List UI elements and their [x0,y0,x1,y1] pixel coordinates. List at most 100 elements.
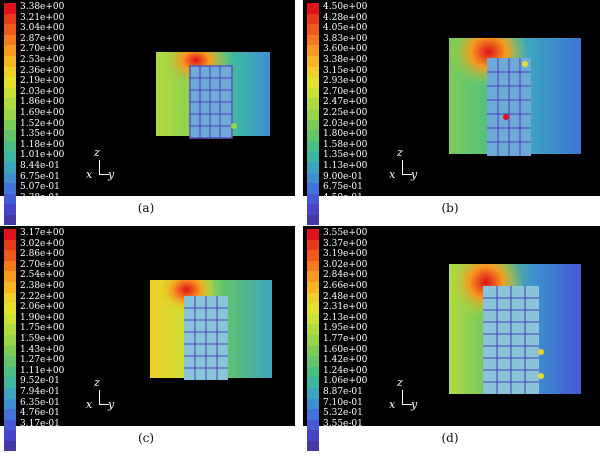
legend-swatch [307,66,319,78]
axis-triad: z x y [389,376,418,411]
legend-swatch [4,334,16,346]
legend-swatch [307,409,319,420]
legend-swatch [307,250,319,261]
legend-label: 1.90e+00 [20,312,65,323]
legend-swatch [4,183,16,194]
caption-d: (d) [441,431,459,445]
legend-label: 1.77e+00 [323,333,368,344]
legend-label: 9.52e-01 [20,376,60,387]
legend-label: 1.27e+00 [20,355,65,366]
legend-swatch [307,98,319,109]
legend-label: 4.50e+00 [323,2,368,12]
legend-swatch [307,281,319,293]
legend-label: 1.06e+00 [323,376,368,387]
legend-label: 4.05e+00 [323,23,368,34]
legend-label: 0.00e+00 [20,439,65,450]
legend-label: 1.52e+00 [20,118,65,129]
contour-plot [449,264,581,394]
legend-swatch [307,239,319,251]
legend-swatch [307,161,319,173]
legend-swatch [4,24,16,35]
legend-swatch [307,292,319,304]
legend-swatch [307,108,319,120]
legend-swatch [4,55,16,67]
legend-label: 5.32e-01 [323,408,363,419]
legend-label: 1.11e+00 [20,365,65,376]
legend-label: 2.70e+00 [20,44,65,55]
legend-label: 4.76e-01 [20,408,60,419]
legend-swatch [4,387,16,399]
panel-a: 3.38e+00 3.21e+00 3.04e+00 2.87e+00 2.70e+00… [0,0,295,226]
legend-swatch [4,45,16,56]
legend-label: 2.86e+00 [20,249,65,260]
legend-swatch [4,193,16,205]
legend-swatch [4,229,16,240]
legend-label: 2.47e+00 [323,97,368,108]
legend-label: 1.95e+00 [323,323,368,334]
panel-b: 4.50e+00 4.28e+00 4.05e+00 3.83e+00 3.60e+00… [303,0,600,226]
legend-label: 3.83e+00 [323,33,368,44]
legend-label: 3.02e+00 [323,259,368,270]
legend-label: 6.35e-01 [20,397,60,408]
legend-label: 3.04e+00 [20,23,65,34]
legend-label: 3.17e+00 [20,228,65,238]
legend-swatch [307,172,319,184]
legend-swatch [4,356,16,367]
legend-swatch [307,3,319,14]
legend-swatch [307,229,319,240]
legend-swatch [4,292,16,304]
caption-a: (a) [137,201,155,215]
legend-label: 7.10e-01 [323,397,363,408]
legend-label: 3.17e-01 [20,418,60,429]
legend-label: 1.75e+00 [20,323,65,334]
legend-swatch [307,140,319,152]
legend-swatch [4,239,16,251]
legend-label: 1.77e-01 [323,429,363,440]
legend-swatch [307,214,319,226]
contour-plot [156,52,270,139]
legend-swatch [4,77,16,88]
legend-label: 1.59e+00 [20,333,65,344]
legend-label: 3.60e+00 [323,44,368,55]
legend-label: 3.19e+00 [323,249,368,260]
legend-swatch [307,260,319,272]
legend-swatch [307,345,319,357]
legend-swatch [307,151,319,162]
legend-label: 2.03e+00 [323,118,368,129]
legend-swatch [307,87,319,99]
legend-label: 2.25e-01 [323,203,363,214]
legend-label: 2.70e+00 [20,259,65,270]
axis-triad: z x y [389,146,418,181]
legend-swatch [4,281,16,293]
legend-swatch [4,140,16,152]
legend-label: 1.43e+00 [20,344,65,355]
legend-label: 2.70e+00 [323,86,368,97]
legend-swatch [4,419,16,431]
legend-swatch [4,13,16,25]
caption-c: (c) [137,431,155,445]
legend-swatch [4,377,16,388]
legend-label: 1.69e-01 [20,203,60,214]
legend-label: 1.58e+00 [323,139,368,150]
legend-swatch [4,366,16,378]
legend-label: 3.38e-01 [20,192,60,203]
legend-swatch [307,13,319,25]
legend-swatch [307,130,319,141]
legend-swatch [4,214,16,226]
contour-plot [150,280,272,380]
legend-label: 2.84e+00 [323,270,368,281]
legend-swatch [4,271,16,282]
legend-label: 4.28e+00 [323,12,368,23]
legend-swatch [307,334,319,346]
legend-label: 8.44e-01 [20,160,60,171]
legend-label: 3.38e+00 [323,54,368,65]
legend-label: 1.42e+00 [323,355,368,366]
legend-label: 4.50e-01 [323,192,363,203]
legend-label: 1.35e+00 [20,129,65,140]
legend-label: 1.69e+00 [20,107,65,118]
legend-label: 3.55e+00 [323,228,368,238]
legend-label: 1.60e+00 [323,344,368,355]
legend-swatch [307,430,319,441]
legend-label: 2.22e+00 [20,291,65,302]
legend-label: 2.66e+00 [323,280,368,291]
